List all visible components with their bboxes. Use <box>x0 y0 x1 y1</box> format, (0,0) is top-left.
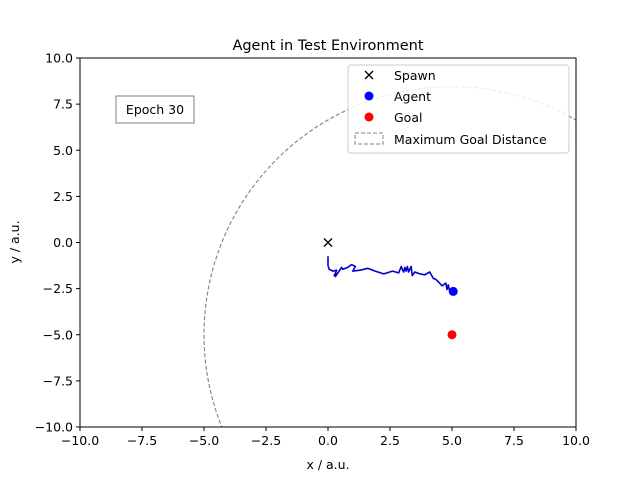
x-axis-ticks: −10.0 −7.5 −5.0 −2.5 0.0 2.5 5.0 7.5 10.0 <box>61 427 590 448</box>
y-tick-label: 7.5 <box>53 97 73 112</box>
agent-trajectory-line <box>327 256 454 292</box>
y-tick-label: −10.0 <box>35 420 73 435</box>
x-tick-label: 5.0 <box>442 433 462 448</box>
x-tick-label: 0.0 <box>318 433 338 448</box>
y-tick-label: 10.0 <box>45 51 73 66</box>
legend-max-distance-patch <box>354 132 384 145</box>
x-tick-label: −10.0 <box>61 433 99 448</box>
legend-spawn-marker-b <box>364 70 374 80</box>
epoch-annotation-text: Epoch 30 <box>126 102 184 117</box>
legend-entry-spawn: Spawn <box>364 68 436 83</box>
x-tick-label: 10.0 <box>562 433 590 448</box>
legend-frame <box>347 64 570 154</box>
x-tick-label: 7.5 <box>504 433 524 448</box>
legend-entry-goal: Goal <box>364 110 422 125</box>
y-tick-label: 5.0 <box>53 143 73 158</box>
x-tick-label: −5.0 <box>189 433 219 448</box>
x-axis-label: x / a.u. <box>306 457 349 472</box>
y-tick-label: −2.5 <box>43 281 73 296</box>
x-tick-label: −7.5 <box>127 433 157 448</box>
spawn-marker-stroke-2 <box>323 238 333 247</box>
x-tick-label: 2.5 <box>380 433 400 448</box>
y-axis-label: y / a.u. <box>7 220 22 263</box>
legend: Spawn Agent Goal Maximum Goal Distance <box>347 64 570 154</box>
y-axis-ticks: −10.0 −7.5 −5.0 −2.5 0.0 2.5 5.0 7.5 10.0 <box>35 51 80 435</box>
epoch-annotation: Epoch 30 <box>115 95 195 124</box>
y-tick-label: 2.5 <box>53 189 73 204</box>
legend-agent-marker <box>364 91 374 101</box>
legend-goal-marker <box>364 112 374 122</box>
agent-marker <box>448 286 458 296</box>
legend-entry-max-distance: Maximum Goal Distance <box>354 132 547 147</box>
x-tick-label: −2.5 <box>251 433 281 448</box>
y-tick-label: −7.5 <box>43 373 73 388</box>
legend-label-goal: Goal <box>394 110 422 125</box>
legend-label-agent: Agent <box>394 89 431 104</box>
y-tick-label: 0.0 <box>53 235 73 250</box>
legend-entry-agent: Agent <box>364 89 431 104</box>
chart-title: Agent in Test Environment <box>232 38 423 54</box>
y-tick-label: −5.0 <box>43 327 73 342</box>
epoch-annotation-box <box>115 95 195 124</box>
legend-label-max-distance: Maximum Goal Distance <box>394 132 547 147</box>
goal-marker <box>447 330 457 340</box>
spawn-marker <box>323 238 333 247</box>
legend-label-spawn: Spawn <box>394 68 436 83</box>
